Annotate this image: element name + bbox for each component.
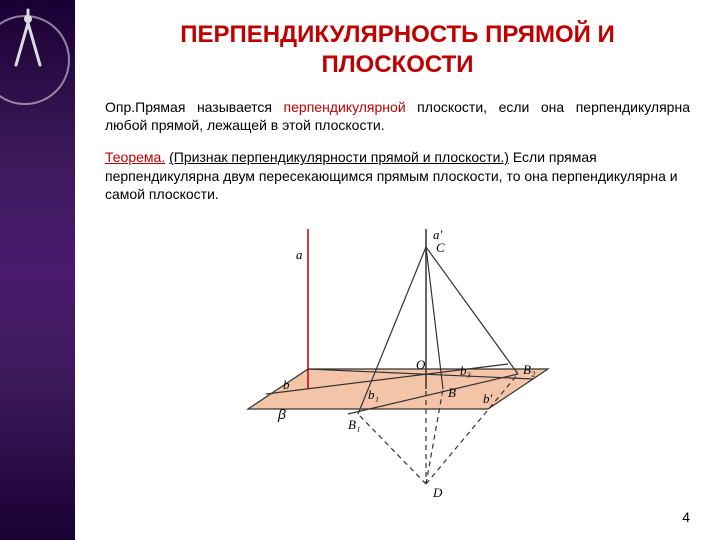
decorative-sidebar — [0, 0, 75, 540]
svg-text:b₃: b₃ — [460, 363, 471, 378]
svg-text:B₁: B₁ — [348, 417, 360, 432]
svg-text:C: C — [436, 240, 445, 255]
svg-text:b: b — [283, 377, 290, 392]
theorem-paragraph: Теорема. (Признак перпендикулярности пря… — [105, 148, 690, 203]
slide-content: ПЕРПЕНДИКУЛЯРНОСТЬ ПРЯМОЙ И ПЛОСКОСТИ Оп… — [75, 0, 720, 540]
diagram-svg: βaa′CDOBB₁B₂bb₁b₃b′ — [208, 219, 588, 499]
definition-label: Опр. — [105, 99, 135, 115]
svg-text:b₁: b₁ — [368, 387, 379, 402]
definition-pre: Прямая называется — [135, 99, 272, 115]
page-number: 4 — [682, 509, 690, 525]
svg-text:a: a — [296, 247, 303, 262]
svg-text:D: D — [432, 485, 443, 499]
svg-text:b′: b′ — [483, 391, 493, 406]
svg-text:B: B — [448, 385, 456, 400]
svg-text:β: β — [277, 406, 286, 422]
theorem-name: (Признак перпендикулярности прямой и пло… — [169, 149, 509, 165]
svg-text:O: O — [416, 357, 426, 372]
definition-highlight: перпендикулярной — [284, 99, 406, 115]
definition-paragraph: Опр.Прямая называется перпендикулярной п… — [105, 98, 690, 134]
compass-icon — [8, 5, 48, 75]
svg-text:B₂: B₂ — [523, 362, 536, 377]
geometry-diagram: βaa′CDOBB₁B₂bb₁b₃b′ — [208, 219, 588, 499]
theorem-label: Теорема. — [105, 149, 165, 165]
slide-title: ПЕРПЕНДИКУЛЯРНОСТЬ ПРЯМОЙ И ПЛОСКОСТИ — [105, 20, 690, 80]
